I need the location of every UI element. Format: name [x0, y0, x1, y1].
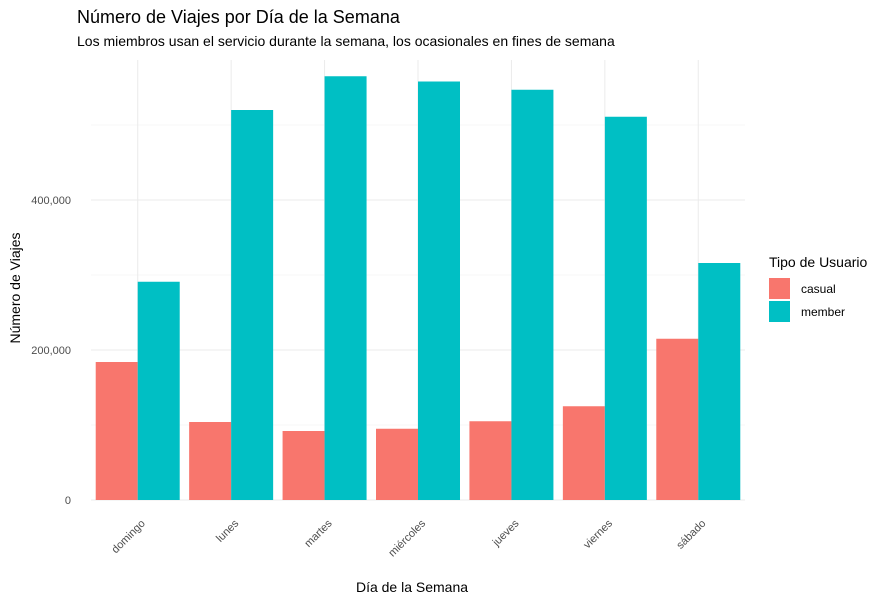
- bar-member-jueves: [511, 89, 554, 500]
- y-axis-ticks: 0 200,000 400,000: [31, 195, 71, 507]
- x-tick-label: domingo: [110, 518, 148, 556]
- legend-swatch-member: [769, 301, 790, 322]
- bar-casual-viernes: [562, 406, 605, 500]
- x-tick-label: jueves: [490, 517, 522, 549]
- bar-casual-jueves: [469, 421, 512, 500]
- legend-label-member: member: [801, 305, 845, 319]
- bar-member-domingo: [137, 281, 180, 500]
- chart-title: Número de Viajes por Día de la Semana: [77, 7, 401, 27]
- legend: Tipo de Usuario casual member: [769, 254, 868, 322]
- y-axis-title: Número de Viajes: [7, 232, 23, 343]
- y-tick-label: 0: [65, 495, 71, 507]
- bar-member-lunes: [231, 110, 274, 500]
- x-tick-label: lunes: [214, 517, 241, 544]
- chart-subtitle: Los miembros usan el servicio durante la…: [77, 33, 615, 49]
- bar-member-martes: [324, 76, 367, 500]
- x-tick-label: martes: [302, 517, 335, 550]
- bar-casual-sábado: [656, 338, 699, 500]
- bars: [95, 76, 741, 500]
- legend-label-casual: casual: [801, 282, 836, 296]
- bar-casual-lunes: [189, 422, 232, 500]
- bar-casual-miércoles: [376, 428, 418, 500]
- x-tick-label: sábado: [674, 518, 708, 552]
- x-tick-label: miércoles: [386, 517, 428, 559]
- x-tick-label: viernes: [581, 517, 615, 551]
- legend-title: Tipo de Usuario: [769, 254, 868, 270]
- y-tick-label: 200,000: [31, 345, 71, 357]
- bar-casual-domingo: [95, 362, 138, 500]
- bar-member-sábado: [698, 263, 741, 500]
- x-axis-title: Día de la Semana: [356, 579, 468, 595]
- bar-member-viernes: [604, 116, 647, 500]
- legend-swatch-casual: [769, 278, 790, 299]
- bar-member-miércoles: [418, 81, 460, 500]
- bar-casual-martes: [282, 431, 325, 500]
- x-axis-ticks: domingo lunes martes miércoles jueves viernes…: [110, 517, 709, 559]
- y-tick-label: 400,000: [31, 195, 71, 207]
